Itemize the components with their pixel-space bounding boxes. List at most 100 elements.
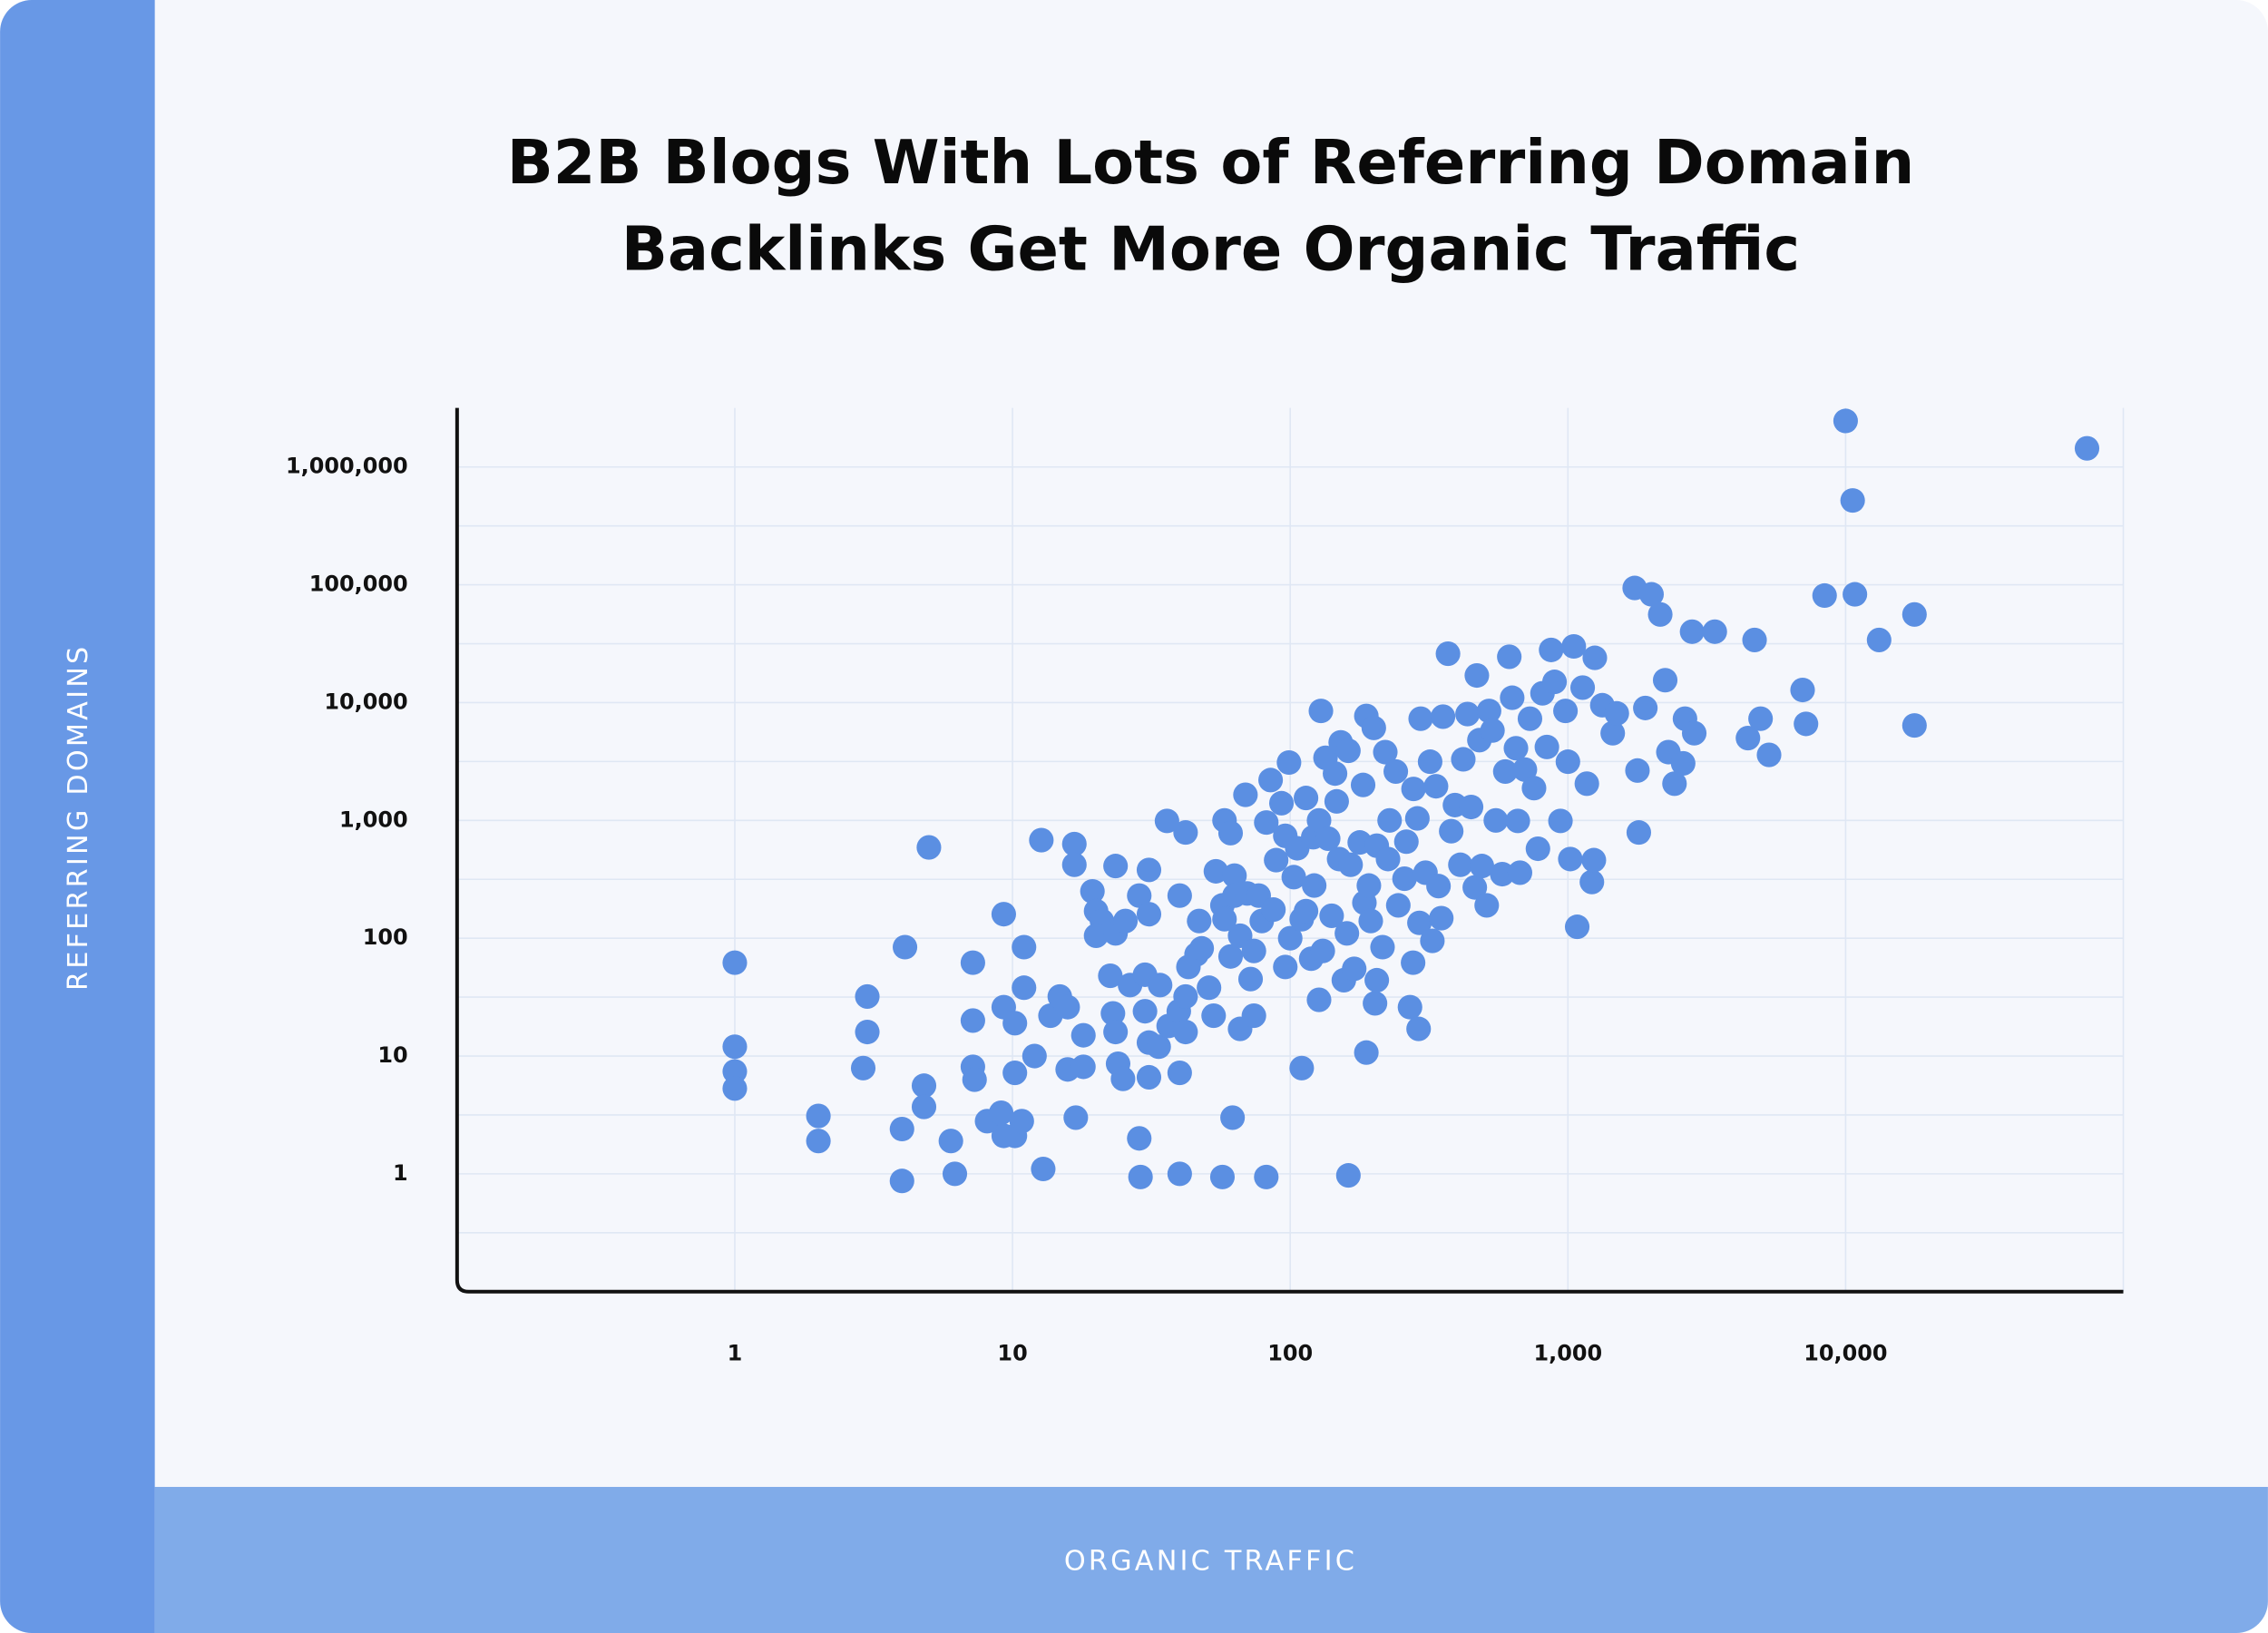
point bbox=[1812, 582, 1837, 609]
y-tick-label: 1,000,000 bbox=[286, 454, 408, 479]
point bbox=[1281, 865, 1306, 890]
point bbox=[1469, 854, 1495, 879]
point bbox=[1406, 1016, 1432, 1041]
axis-line bbox=[455, 407, 2124, 1294]
x-tick-label: 10,000 bbox=[1804, 1340, 1887, 1365]
point bbox=[1264, 847, 1289, 873]
point bbox=[1012, 934, 1037, 960]
point bbox=[1289, 1055, 1315, 1081]
point bbox=[1500, 685, 1525, 710]
point bbox=[1080, 878, 1105, 905]
point bbox=[960, 950, 985, 975]
point bbox=[1492, 758, 1518, 784]
point bbox=[1127, 1126, 1152, 1151]
point bbox=[1408, 706, 1433, 731]
point bbox=[1638, 582, 1664, 607]
point bbox=[1681, 720, 1707, 746]
point bbox=[1241, 1003, 1266, 1029]
point bbox=[1840, 488, 1865, 513]
point bbox=[1794, 711, 1819, 737]
point bbox=[1029, 827, 1054, 853]
point bbox=[1338, 852, 1364, 877]
point bbox=[1866, 627, 1892, 652]
point bbox=[1315, 826, 1341, 851]
point bbox=[1276, 749, 1302, 776]
point bbox=[1579, 869, 1605, 895]
point bbox=[1377, 807, 1403, 833]
point bbox=[911, 1073, 937, 1099]
point bbox=[1154, 808, 1179, 834]
point bbox=[1112, 908, 1139, 934]
point bbox=[1335, 1163, 1361, 1188]
point bbox=[1702, 619, 1727, 644]
point bbox=[1512, 757, 1538, 782]
y-tick-label: 100 bbox=[363, 924, 408, 950]
point bbox=[1497, 644, 1522, 670]
point bbox=[1373, 739, 1398, 765]
point bbox=[855, 1019, 880, 1045]
point bbox=[1901, 601, 1927, 627]
point bbox=[1843, 582, 1868, 607]
point bbox=[962, 1067, 987, 1092]
point bbox=[806, 1129, 831, 1154]
point bbox=[1633, 695, 1658, 720]
point bbox=[1173, 1019, 1198, 1045]
point bbox=[1237, 966, 1264, 992]
point bbox=[1220, 1105, 1246, 1130]
chart-title: B2B Blogs With Lots of Referring Domain bbox=[507, 127, 1915, 198]
point bbox=[1555, 749, 1580, 775]
point bbox=[1173, 983, 1198, 1009]
point bbox=[1136, 902, 1162, 927]
point bbox=[1241, 938, 1266, 963]
point bbox=[1553, 699, 1579, 724]
point bbox=[1361, 715, 1386, 740]
point bbox=[1100, 1001, 1126, 1026]
point bbox=[1197, 975, 1222, 1001]
point bbox=[1103, 854, 1129, 879]
point bbox=[1451, 747, 1476, 772]
point bbox=[1582, 645, 1608, 670]
point bbox=[1350, 772, 1376, 797]
point bbox=[1277, 925, 1303, 951]
y-tick-label: 100,000 bbox=[309, 572, 408, 597]
point bbox=[1401, 777, 1426, 802]
point bbox=[1233, 782, 1258, 807]
point bbox=[1455, 701, 1481, 727]
point bbox=[1012, 975, 1037, 1001]
point bbox=[1070, 1054, 1096, 1080]
point bbox=[1679, 619, 1705, 644]
point bbox=[1503, 736, 1529, 761]
point bbox=[1167, 1061, 1192, 1086]
point bbox=[1148, 973, 1173, 998]
point bbox=[1167, 883, 1192, 908]
point bbox=[916, 835, 942, 860]
point bbox=[1397, 994, 1422, 1020]
point bbox=[1212, 906, 1237, 932]
point bbox=[1203, 858, 1228, 884]
point bbox=[1626, 820, 1651, 846]
axes bbox=[455, 407, 2124, 1294]
point bbox=[1474, 893, 1500, 918]
point bbox=[1319, 903, 1344, 929]
point bbox=[1083, 923, 1109, 948]
point bbox=[1103, 1019, 1129, 1045]
points bbox=[722, 408, 2100, 1194]
point bbox=[1055, 994, 1080, 1020]
point bbox=[1009, 1109, 1034, 1134]
point bbox=[1002, 1061, 1028, 1086]
x-tick-label: 1 bbox=[728, 1340, 743, 1365]
point bbox=[938, 1129, 963, 1154]
point bbox=[1435, 641, 1461, 667]
point bbox=[1748, 706, 1774, 731]
point bbox=[1261, 897, 1286, 923]
point bbox=[1647, 601, 1673, 627]
point bbox=[1476, 699, 1501, 724]
x-tick-label: 100 bbox=[1267, 1340, 1313, 1365]
x-tick-label: 1,000 bbox=[1533, 1340, 1602, 1365]
point bbox=[889, 1169, 914, 1194]
point bbox=[722, 1059, 748, 1084]
y-tick-label: 1 bbox=[393, 1160, 408, 1186]
